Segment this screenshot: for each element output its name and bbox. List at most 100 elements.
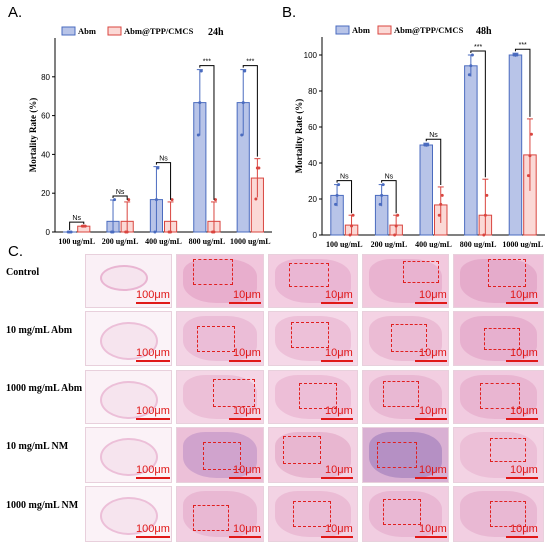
data-point bbox=[526, 174, 530, 178]
data-point bbox=[213, 198, 217, 202]
data-point bbox=[156, 166, 160, 170]
tissue-section bbox=[275, 259, 351, 303]
y-tick-label: 100 bbox=[304, 51, 318, 60]
chart-title: 48h bbox=[476, 26, 492, 37]
histology-row-label: Control bbox=[6, 267, 40, 278]
region-of-interest-box bbox=[293, 501, 331, 527]
significance-label: Ns bbox=[385, 174, 394, 181]
bar bbox=[464, 65, 478, 236]
significance-bracket bbox=[112, 195, 128, 200]
scale-bar bbox=[229, 418, 261, 420]
histology-image: 10μm bbox=[362, 427, 449, 483]
scale-bar-label: 10μm bbox=[510, 405, 538, 417]
scale-bar bbox=[506, 418, 538, 420]
data-point bbox=[529, 132, 533, 136]
region-of-interest-box bbox=[480, 383, 520, 409]
significance-bracket bbox=[242, 65, 258, 157]
region-of-interest-box bbox=[291, 322, 329, 348]
histology-image: 100μm bbox=[85, 427, 172, 483]
scale-bar-label: 100μm bbox=[136, 347, 170, 359]
tissue-section bbox=[369, 375, 442, 419]
region-of-interest-box bbox=[289, 263, 329, 287]
data-point bbox=[125, 230, 129, 234]
significance-label: Ns bbox=[340, 174, 349, 181]
legend-label: Abm bbox=[352, 25, 370, 35]
scale-bar-label: 10μm bbox=[233, 464, 261, 476]
significance-bracket bbox=[514, 48, 531, 117]
histology-row-label: 10 mg/mL Abm bbox=[6, 324, 73, 336]
histology-image: 10μm bbox=[453, 486, 544, 542]
tissue-section bbox=[460, 432, 537, 478]
tissue-section bbox=[460, 316, 537, 361]
y-tick-label: 20 bbox=[41, 189, 50, 198]
significance-label: Ns bbox=[429, 132, 438, 139]
data-point bbox=[469, 64, 473, 68]
region-of-interest-box bbox=[377, 442, 417, 468]
region-of-interest-box bbox=[299, 383, 337, 409]
region-of-interest-box bbox=[383, 381, 419, 407]
data-point bbox=[394, 224, 398, 228]
scale-bar bbox=[229, 302, 261, 304]
chart-24h: 0 20 40 60 80 Mortality Rate (%) Abm Abm@TPP/CM… bbox=[28, 26, 272, 246]
scale-bar bbox=[506, 360, 538, 362]
data-point bbox=[337, 183, 341, 187]
significance-label: *** bbox=[246, 59, 254, 66]
x-tick-label: 400 ug/mL bbox=[145, 237, 182, 246]
legend-swatch bbox=[335, 25, 350, 35]
histology-image: 10μm bbox=[176, 486, 264, 542]
data-point bbox=[127, 198, 131, 202]
data-point bbox=[257, 166, 261, 170]
region-of-interest-box bbox=[213, 379, 255, 407]
significance-label: *** bbox=[519, 42, 527, 49]
data-point bbox=[154, 198, 158, 202]
scale-bar-label: 10μm bbox=[233, 523, 261, 535]
scale-bar-label: 10μm bbox=[325, 523, 353, 535]
significance-label: Ns bbox=[72, 215, 81, 222]
histology-image: 10μm bbox=[362, 370, 449, 424]
scale-bar bbox=[506, 477, 538, 479]
histology-image: 10μm bbox=[176, 254, 264, 308]
x-tick-label: 100 ug/mL bbox=[58, 237, 95, 246]
tissue-section bbox=[369, 491, 442, 537]
histology-image: 10μm bbox=[176, 427, 264, 483]
panel-label-c: C. bbox=[8, 243, 23, 260]
tissue-section bbox=[183, 432, 257, 478]
scale-bar bbox=[229, 536, 261, 538]
scale-bar-label: 10μm bbox=[510, 523, 538, 535]
scale-bar-label: 10μm bbox=[233, 405, 261, 417]
scale-bar-label: 100μm bbox=[136, 523, 170, 535]
data-point bbox=[351, 213, 355, 217]
data-point bbox=[378, 202, 382, 206]
region-of-interest-box bbox=[403, 261, 439, 283]
region-of-interest-box bbox=[283, 436, 321, 464]
histology-image: 10μm bbox=[268, 254, 358, 308]
region-of-interest-box bbox=[383, 499, 421, 525]
region-of-interest-box bbox=[197, 326, 235, 352]
tissue-section bbox=[100, 497, 158, 535]
scale-bar bbox=[229, 477, 261, 479]
panel-label-a: A. bbox=[8, 4, 23, 21]
y-tick-label: 80 bbox=[308, 87, 317, 96]
histology-image: 10μm bbox=[176, 370, 264, 424]
scale-bar-label: 10μm bbox=[233, 289, 261, 301]
scale-bar bbox=[229, 360, 261, 362]
data-point bbox=[485, 193, 489, 197]
scale-bar-label: 10μm bbox=[419, 347, 447, 359]
scale-bar-label: 10μm bbox=[510, 347, 538, 359]
significance-bracket bbox=[336, 180, 353, 214]
data-point bbox=[240, 133, 244, 137]
x-tick-label: 1000 ug/mL bbox=[502, 240, 543, 248]
tissue-section bbox=[183, 316, 257, 361]
scale-bar bbox=[136, 536, 170, 538]
histology-row-label: 1000 mg/mL NM bbox=[6, 500, 79, 511]
data-point bbox=[113, 198, 117, 202]
significance-label: *** bbox=[474, 44, 482, 51]
legend-swatch bbox=[107, 26, 122, 36]
scale-bar-label: 10μm bbox=[419, 289, 447, 301]
data-point bbox=[170, 198, 174, 202]
region-of-interest-box bbox=[203, 442, 241, 470]
scale-bar-label: 10μm bbox=[233, 347, 261, 359]
histology-image: 10μm bbox=[268, 370, 358, 424]
x-tick-label: 1000 ug/mL bbox=[230, 237, 271, 246]
legend-swatch bbox=[377, 25, 392, 35]
